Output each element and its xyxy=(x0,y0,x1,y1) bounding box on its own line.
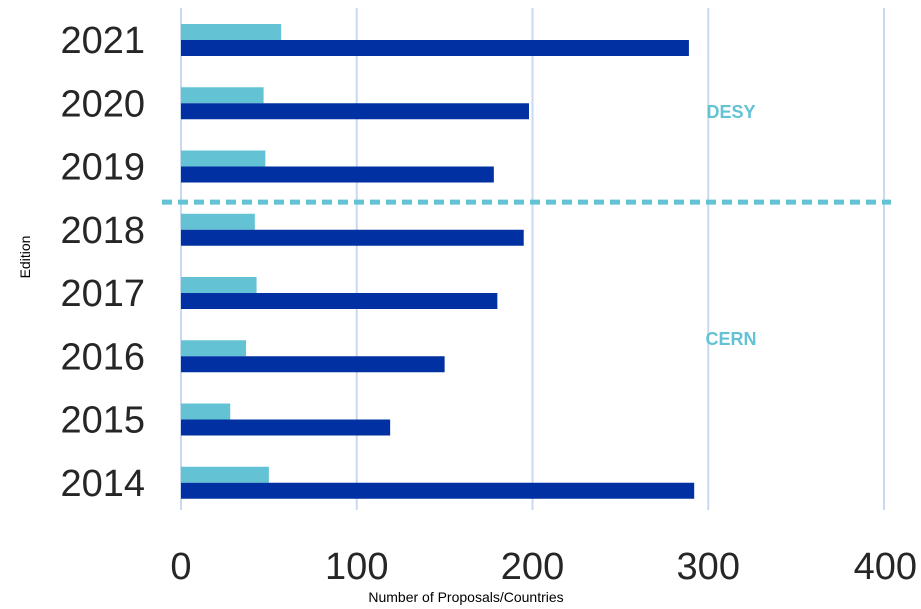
bar-series-2-2018 xyxy=(181,229,524,246)
bar-series-1-2017 xyxy=(181,277,257,293)
x-axis-label: Number of Proposals/Countries xyxy=(368,589,563,605)
x-tick-label-0: 0 xyxy=(170,546,191,588)
bar-series-1-2019 xyxy=(181,150,266,167)
x-tick-label-300: 300 xyxy=(677,546,740,588)
y-tick-label-2020: 2020 xyxy=(60,83,145,125)
x-tick-labels: 0 100 200 300 400 xyxy=(170,546,917,588)
bar-series-1-2020 xyxy=(181,87,264,104)
x-tick-label-200: 200 xyxy=(501,546,564,588)
annotation-desy: DESY xyxy=(706,102,755,122)
y-tick-label-2015: 2015 xyxy=(60,400,145,442)
bar-series-2-2021 xyxy=(181,40,689,56)
bar-series-1-2018 xyxy=(181,213,255,230)
y-tick-labels: 2021 2020 2019 2018 2017 2016 2015 2014 xyxy=(60,20,145,505)
bar-series-1-2021 xyxy=(181,24,282,40)
x-tick-label-400: 400 xyxy=(854,546,917,588)
bar-series-2-2015 xyxy=(181,419,391,436)
x-tick-label-100: 100 xyxy=(325,546,388,588)
y-tick-label-2017: 2017 xyxy=(60,273,145,315)
bar-series-1-2014 xyxy=(181,466,269,483)
annotation-cern: CERN xyxy=(705,329,756,349)
bar-series-1-2016 xyxy=(181,340,247,357)
bar-series-2-2020 xyxy=(181,103,529,120)
y-tick-label-2021: 2021 xyxy=(60,20,145,62)
bars xyxy=(181,24,695,499)
bar-series-2-2017 xyxy=(181,293,498,309)
y-tick-label-2018: 2018 xyxy=(60,210,145,252)
y-tick-label-2014: 2014 xyxy=(60,463,145,505)
bar-series-1-2015 xyxy=(181,403,231,420)
y-axis-label: Edition xyxy=(17,236,33,279)
bar-series-2-2019 xyxy=(181,166,494,183)
y-tick-label-2019: 2019 xyxy=(60,147,145,189)
bar-series-2-2016 xyxy=(181,356,445,373)
bar-series-2-2014 xyxy=(181,482,695,499)
y-tick-label-2016: 2016 xyxy=(60,336,145,378)
